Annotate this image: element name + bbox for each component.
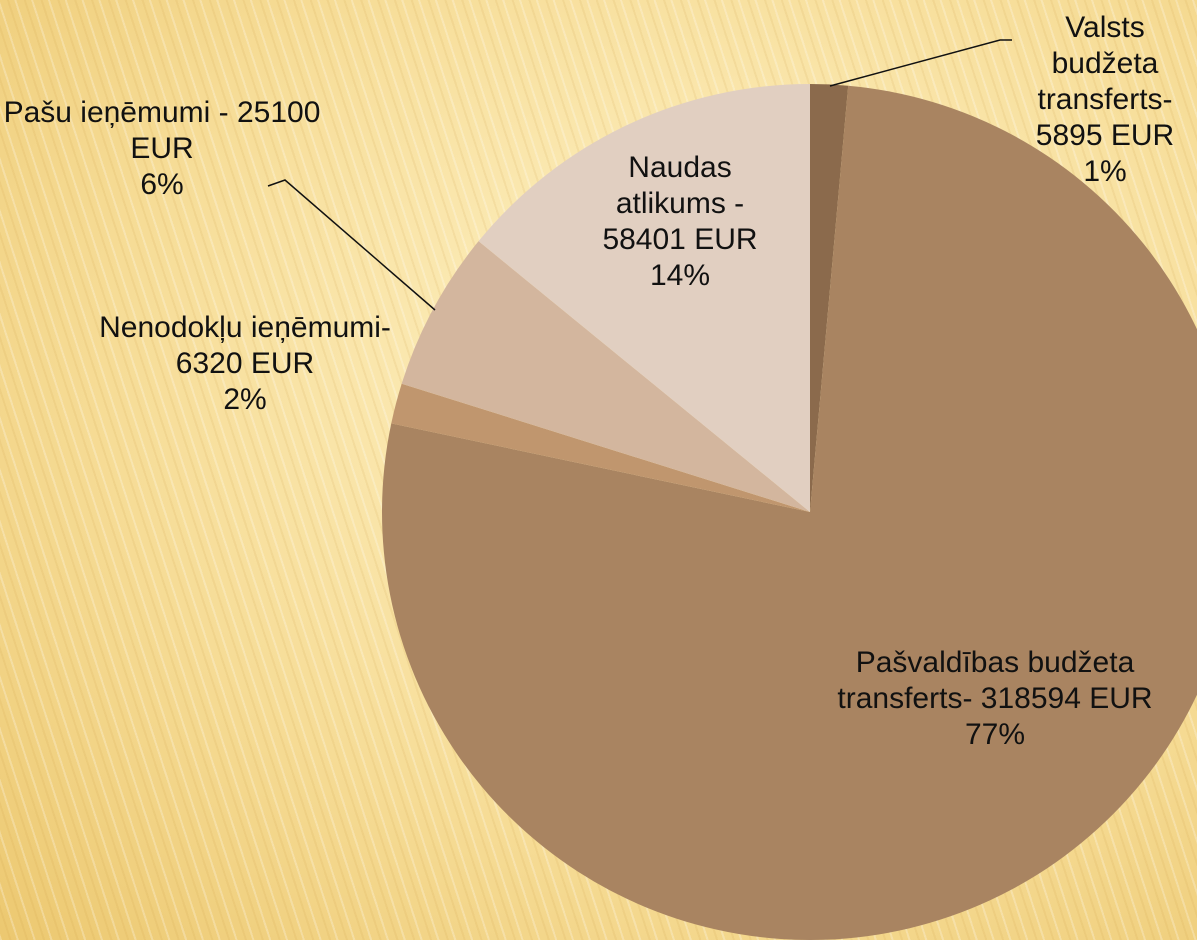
pie-slice [810,84,849,512]
pie-slice [391,383,810,512]
percent-label: 6% [140,168,184,201]
slice-label: Valsts budžeta transferts- 5895 EUR 1% [1015,10,1195,190]
slice-label: Pašvaldības budžeta transferts- 318594 E… [815,645,1175,753]
percent-label: 2% [223,383,267,416]
percent-label: 77% [964,718,1026,751]
pie-slice [382,85,1197,940]
slice-label: Nenodokļu ieņēmumi- 6320 EUR 2% [95,310,395,418]
leader-line [829,39,1012,87]
slice-label: Pašu ieņēmumi - 25100 EUR 6% [2,95,322,203]
category-label: Nenodokļu ieņēmumi- [99,311,391,344]
value-label: 5895 EUR [1035,119,1175,152]
value-label: 6320 EUR [175,347,315,380]
category-label: Pašvaldības budžeta transferts- [837,646,1135,715]
percent-label: 1% [1083,155,1127,188]
category-label: Valsts budžeta transferts- [1037,11,1173,116]
category-label: Naudas atlikums - [615,151,745,220]
slice-label: Naudas atlikums - 58401 EUR 14% [575,150,785,294]
pie-slice [401,241,810,513]
value-label: 25100 EUR [130,96,321,165]
value-label: 318594 EUR [980,682,1153,715]
leader-line [267,179,436,311]
category-label: Pašu ieņēmumi - [3,96,229,129]
percent-label: 14% [649,259,711,292]
value-label: 58401 EUR [602,223,758,256]
pie-slice [478,84,810,512]
